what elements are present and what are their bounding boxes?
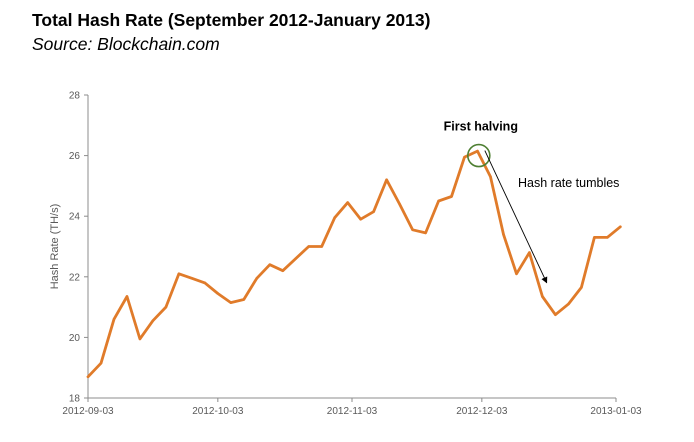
data-point [333,216,336,219]
data-point [580,286,583,289]
data-point [463,155,466,159]
data-point [125,295,129,298]
data-point [385,178,388,182]
y-tick-label: 24 [69,212,81,223]
data-point [450,195,453,198]
data-point [242,298,246,301]
annotations-layer: First halving Hash rate tumbles [444,120,619,284]
data-point [307,245,310,248]
data-point [528,251,531,254]
data-point [138,337,142,341]
data-point [86,375,90,378]
data-point [372,210,375,213]
data-point [255,277,258,280]
data-point [606,236,609,239]
halving-marker-circle [467,143,491,168]
data-point [515,272,518,275]
data-point [489,175,492,179]
data-point [112,318,116,321]
data-point [164,305,168,309]
data-point [424,231,427,235]
chart-axes [84,94,617,402]
y-tick-label: 20 [69,333,81,344]
data-point [476,149,479,153]
hash-rate-line [86,149,622,379]
y-tick-label: 28 [69,91,81,102]
y-tick-label: 22 [69,272,81,283]
x-tick-label: 2012-12-03 [456,406,508,417]
data-point [99,361,103,365]
chart-title: Total Hash Rate (September 2012-January … [32,10,431,30]
data-point [229,301,233,304]
data-point [268,263,271,266]
y-tick-label: 26 [69,151,81,162]
data-point [294,257,297,260]
tumble-arrow [484,150,548,284]
y-axis-label: Hash Rate (TH/s) [49,204,61,290]
data-point [593,236,596,239]
first-halving-label: First halving [444,120,518,134]
data-point [203,281,207,285]
data-point [177,272,181,275]
y-tick-label: 18 [69,394,81,405]
x-tick-label: 2012-09-03 [62,406,114,417]
data-point [411,228,414,232]
chart-subtitle: Source: Blockchain.com [32,34,220,54]
x-tick-label: 2012-11-03 [327,406,378,417]
x-tick-label: 2012-10-03 [192,406,244,417]
tick-labels: 18 20 22 24 26 28 2012-09-03 2012-10-03 2012-11-… [62,91,642,418]
series-layer [86,149,622,379]
data-point [320,245,323,248]
data-point [151,319,155,322]
x-tick-label: 2013-01-03 [590,406,642,417]
data-point [541,295,544,298]
data-point [359,218,362,221]
data-point [437,199,440,203]
data-point [190,277,194,280]
hash-rate-tumbles-label: Hash rate tumbles [518,176,619,190]
data-point [619,225,622,229]
data-point [398,202,401,206]
data-point [216,292,220,295]
data-point [554,313,557,316]
data-point [346,201,349,204]
data-point [502,233,505,236]
data-point [281,269,284,272]
data-point [567,302,570,306]
